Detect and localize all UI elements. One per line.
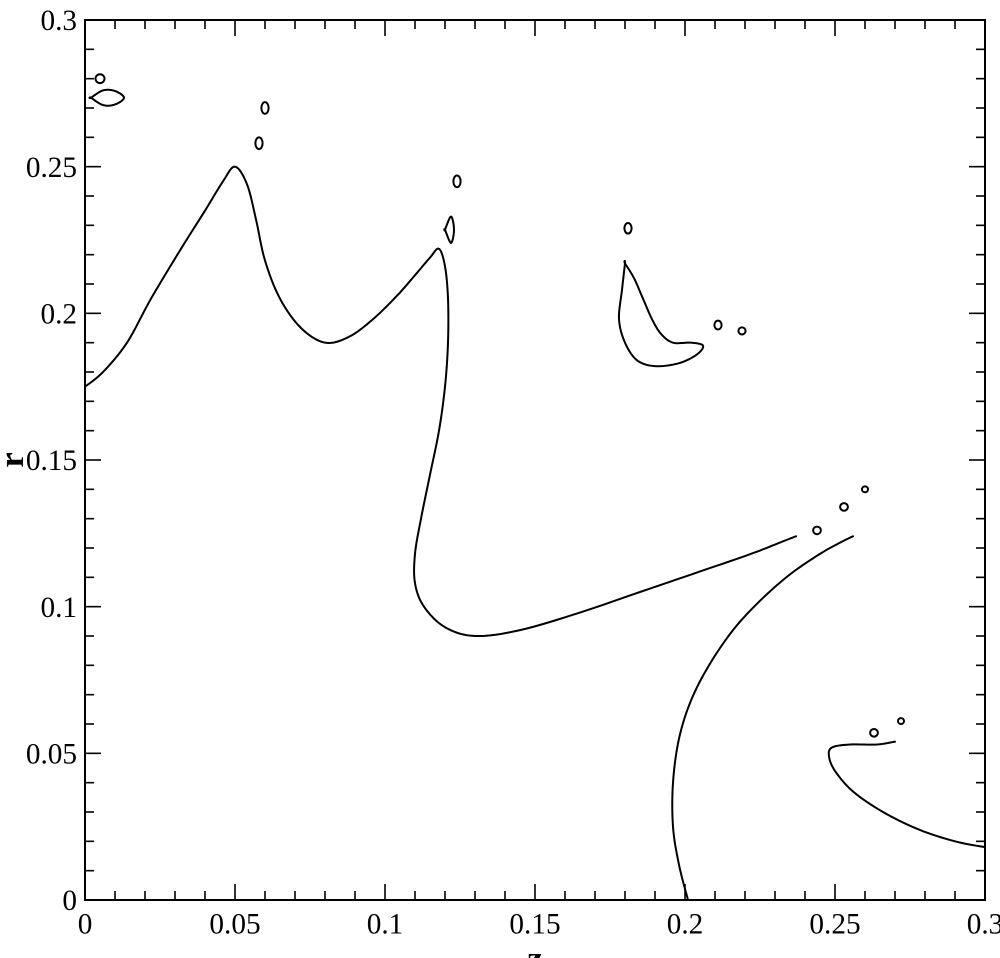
svg-text:0: 0 (78, 908, 93, 940)
svg-text:0.3: 0.3 (40, 5, 77, 37)
svg-text:0.15: 0.15 (509, 908, 560, 940)
svg-text:0: 0 (62, 885, 77, 917)
svg-text:0.2: 0.2 (667, 908, 704, 940)
svg-text:0.2: 0.2 (40, 299, 77, 331)
svg-text:0.05: 0.05 (209, 908, 260, 940)
y-axis-label: r (0, 452, 31, 467)
figure-container: 0 0.05 0.1 0.15 0.2 0.25 0.3 0 0.05 0.1 0.15 0.2 0.2… (0, 0, 1000, 958)
svg-text:0.1: 0.1 (40, 592, 77, 624)
contour-plot: 0 0.05 0.1 0.15 0.2 0.25 0.3 0 0.05 0.1 0.15 0.2 0.2… (0, 0, 1000, 958)
svg-text:0.05: 0.05 (26, 739, 77, 771)
svg-text:0.25: 0.25 (809, 908, 860, 940)
x-axis-label: z (527, 940, 542, 958)
svg-text:0.15: 0.15 (26, 445, 77, 477)
svg-text:0.25: 0.25 (26, 152, 77, 184)
svg-text:0.3: 0.3 (967, 908, 1000, 940)
svg-text:0.1: 0.1 (367, 908, 404, 940)
